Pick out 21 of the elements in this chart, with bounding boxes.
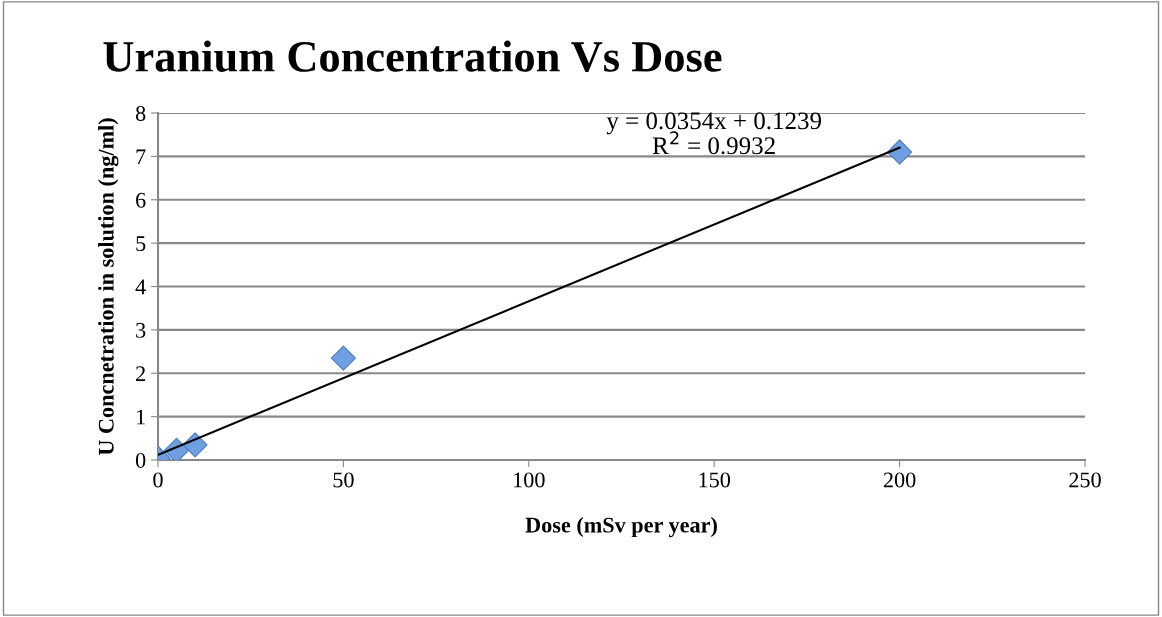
y-tick-label: 3 (136, 322, 146, 338)
y-axis-title: U Concnetration in solution (ng/ml) (98, 118, 119, 456)
y-tick-label: 7 (136, 149, 146, 165)
y-tick-label: 4 (135, 279, 146, 295)
y-tick-label: 2 (136, 366, 145, 381)
x-tick-label: 250 (1069, 472, 1101, 488)
x-tick-label: 150 (699, 472, 731, 488)
x-tick-label: 100 (514, 472, 545, 488)
y-tick-label: 0 (135, 452, 146, 468)
x-tick-label: 0 (153, 472, 163, 488)
y-tick-label: 5 (136, 236, 146, 252)
x-axis-title: Dose (mSv per year) (525, 516, 717, 538)
x-tick-label: 50 (333, 472, 354, 488)
annotation: y = 0.0354x + 0.1239 R$^{2}$ = 0.9932 (606, 112, 822, 155)
y-tick-label: 6 (136, 192, 146, 208)
chart-title: Uranium Concentration Vs Dose (103, 40, 722, 73)
point (887, 139, 913, 165)
point (330, 345, 356, 371)
y-tick-label: 1 (137, 409, 145, 425)
x-tick-label: 200 (883, 472, 916, 488)
y-tick-label: 8 (135, 105, 146, 121)
